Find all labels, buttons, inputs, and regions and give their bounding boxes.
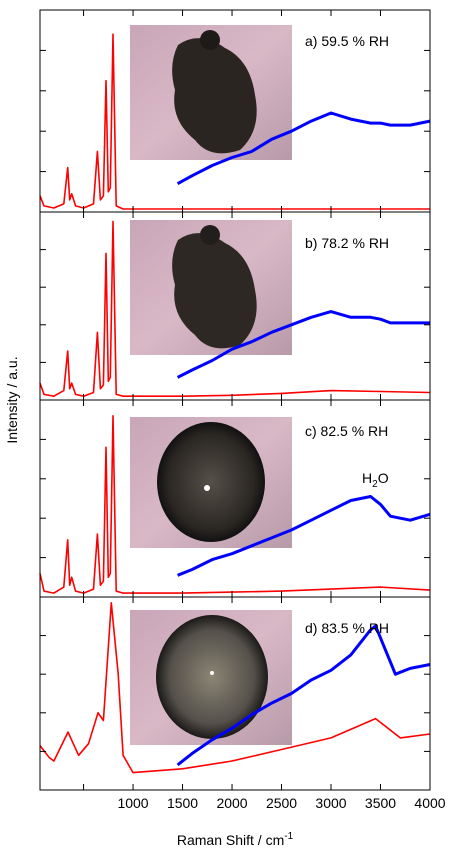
x-tick-label: 1000 [117,795,148,811]
x-axis-label-text: Raman Shift / cm [177,832,284,848]
x-tick-label: 2500 [266,795,297,811]
x-axis-label: Raman Shift / cm-1 [177,831,294,848]
inset-photo [130,220,292,355]
x-axis-label-sup: -1 [284,831,293,842]
panel-label: b) 78.2 % RH [305,235,389,251]
panel-label: a) 59.5 % RH [305,33,389,49]
x-tick-label: 3500 [365,795,396,811]
spectrum-line [39,414,431,594]
panel-label: d) 83.5 % RH [305,620,389,636]
annotation: H2O [362,470,389,490]
spectrum-line [39,33,430,210]
spectrum-line [39,601,431,774]
x-tick-label: 3000 [315,795,346,811]
annotation-part: H [362,470,372,486]
annotation-part: O [378,470,389,486]
spectrum-line [176,111,431,186]
y-axis-label: Intensity / a.u. [4,356,20,443]
inset-photo [130,417,292,548]
spectrum-line [176,624,431,767]
panel-label: c) 82.5 % RH [305,423,388,439]
inset-photo [130,25,292,160]
panel-frame [39,596,431,791]
spectrum-line [39,220,431,398]
inset-photo [130,610,292,745]
x-tick-label: 1500 [167,795,198,811]
x-tick-label: 2000 [216,795,247,811]
x-tick-label: 4000 [414,795,445,811]
spectrum-line [177,495,431,577]
annotation-part: 2 [372,479,378,490]
spectrum-line [176,310,430,379]
